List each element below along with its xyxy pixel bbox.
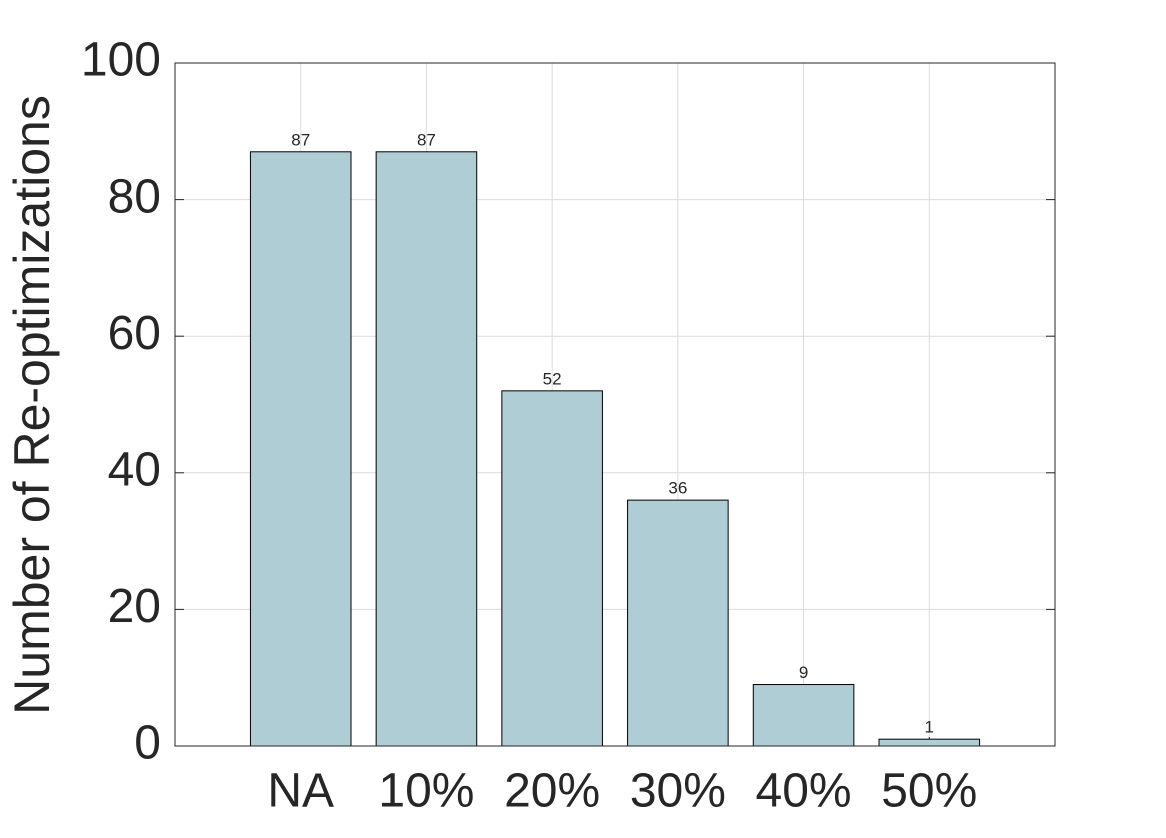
data-label: 87: [417, 130, 436, 149]
data-label: 9: [799, 663, 808, 682]
plot-frame: [174, 62, 1056, 747]
y-tick-label: 0: [134, 717, 161, 770]
bar: [375, 151, 478, 747]
y-tick-label: 20: [108, 580, 161, 633]
bar: [627, 499, 729, 747]
x-tick-label: 40%: [756, 765, 852, 818]
y-tick-label: 60: [108, 307, 161, 360]
x-tick-label: 10%: [378, 765, 474, 818]
data-label: 36: [668, 479, 687, 498]
data-label: 1: [925, 718, 934, 737]
data-label: 52: [543, 369, 562, 388]
y-tick-label: 100: [81, 34, 161, 87]
x-tick-label: NA: [267, 765, 334, 818]
x-tick-label: 20%: [504, 765, 600, 818]
y-tick-label: 40: [108, 443, 161, 496]
bar: [752, 684, 855, 747]
bar: [878, 738, 981, 747]
data-label: 87: [291, 130, 310, 149]
x-tick-label: 30%: [630, 765, 726, 818]
y-tick-label: 80: [108, 170, 161, 223]
bar: [501, 390, 603, 747]
bar: [249, 151, 352, 747]
y-axis-label: Number of Re-optimizations: [4, 95, 60, 715]
x-tick-label: 50%: [881, 765, 977, 818]
